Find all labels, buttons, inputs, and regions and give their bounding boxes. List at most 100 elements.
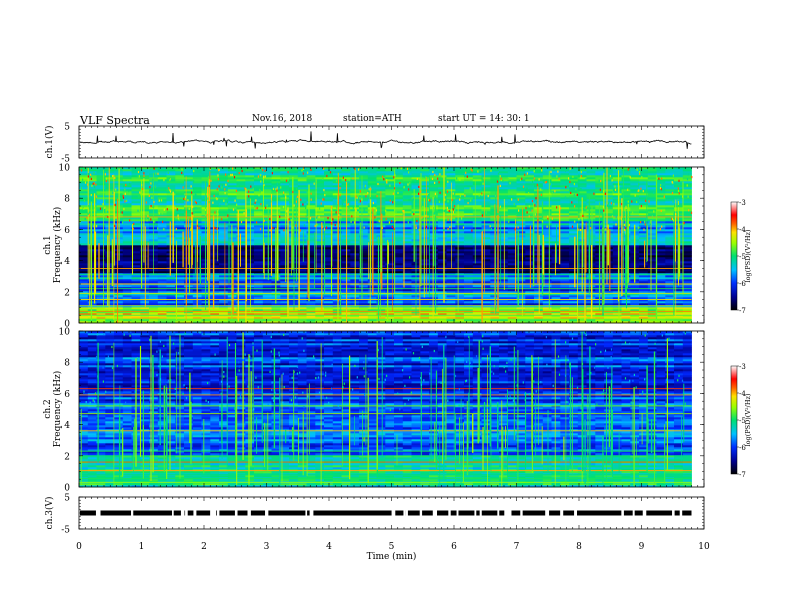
spectrogram-cell: [534, 227, 544, 230]
spectrogram-cell: [192, 187, 202, 190]
spectrogram-cell: [175, 297, 185, 300]
spectrogram-cell: [105, 219, 115, 222]
spectrogram-cell: [184, 297, 194, 300]
spectrogram-cell: [254, 317, 264, 320]
spectrogram-cell: [105, 289, 115, 292]
spectrogram-cell: [499, 287, 509, 290]
spectrogram-cell: [87, 225, 97, 228]
spectrogram-cell: [472, 271, 482, 274]
spectrogram-cell: [455, 293, 465, 296]
spectrogram-cell: [656, 301, 666, 304]
spectrogram-cell: [551, 233, 561, 236]
spectrogram-cell: [324, 255, 334, 258]
spectrogram-cell: [595, 309, 605, 312]
spectrogram-cell: [332, 243, 342, 246]
spectrogram-cell: [639, 269, 649, 272]
spectrogram-cell: [122, 279, 132, 282]
spectrogram-cell: [604, 309, 614, 312]
spectrogram-cell: [455, 251, 465, 254]
spectrogram-cell: [394, 263, 404, 266]
spectrogram-cell: [79, 301, 89, 304]
spectrogram-cell: [569, 207, 579, 210]
spectrogram-cell: [385, 241, 395, 244]
spectrogram-cell: [157, 261, 167, 264]
spectrogram-cell: [131, 243, 141, 246]
spectrogram-cell: [429, 275, 439, 278]
spectrogram-cell: [551, 251, 561, 254]
spectrogram-cell: [595, 199, 605, 202]
spectrogram-cell: [507, 273, 517, 276]
spectrogram-cell: [131, 233, 141, 236]
spectrogram-cell: [236, 287, 246, 290]
spectrogram-cell: [595, 319, 605, 322]
spectrogram-cell: [647, 315, 657, 318]
spectrogram-cell: [507, 205, 517, 208]
spectrogram-cell: [437, 261, 447, 264]
spectrogram-cell: [560, 281, 570, 284]
spectrogram-cell: [437, 223, 447, 226]
spectrogram-cell: [192, 193, 202, 196]
spectrogram-cell: [297, 287, 307, 290]
spectrogram-cell: [481, 237, 491, 240]
spectrogram-cell: [367, 199, 377, 202]
spectrogram-cell: [201, 299, 211, 302]
spectrogram-cell: [674, 319, 684, 322]
spectrogram-cell: [306, 287, 316, 290]
spectrogram-cell: [665, 315, 675, 318]
spectrogram-cell: [140, 255, 150, 258]
spectrogram-cell: [219, 239, 229, 242]
spectrogram-cell: [542, 287, 552, 290]
spectrogram-cell: [219, 209, 229, 212]
spectrogram-cell: [507, 315, 517, 318]
spectrogram-cell: [359, 229, 369, 232]
spectrogram-cell: [114, 269, 124, 272]
spectrogram-cell: [604, 321, 614, 324]
spectrogram-cell: [254, 253, 264, 256]
spectrogram-cell: [79, 317, 89, 320]
spectrogram-cell: [516, 315, 526, 318]
spectrogram-cell: [665, 269, 675, 272]
spectrogram-cell: [166, 201, 176, 204]
spectrogram-cell: [586, 221, 596, 224]
spectrogram-cell: [551, 231, 561, 234]
spectrogram-cell: [157, 243, 167, 246]
spectrogram-cell: [569, 235, 579, 238]
spectrogram-cell: [96, 221, 106, 224]
spectrogram-cell: [612, 263, 622, 266]
spectrogram-cell: [525, 245, 535, 248]
spectrogram-cell: [534, 303, 544, 306]
spectrogram-cell: [131, 205, 141, 208]
spectrogram-cell: [87, 293, 97, 296]
spectrogram-cell: [122, 245, 132, 248]
spectrogram-cell: [394, 289, 404, 292]
spectrogram-cell: [122, 275, 132, 278]
spectrogram-cell: [359, 309, 369, 312]
spectrogram-cell: [525, 271, 535, 274]
spectrogram-cell: [114, 229, 124, 232]
spectrogram-cell: [437, 285, 447, 288]
spectrogram-cell: [534, 261, 544, 264]
spectrogram-cell: [420, 239, 430, 242]
spectrogram-cell: [315, 313, 325, 316]
spectrogram-cell: [437, 203, 447, 206]
spectrogram-cell: [114, 243, 124, 246]
spectrogram-cell: [612, 207, 622, 210]
spectrogram-cell: [472, 279, 482, 282]
spectrogram-cell: [507, 299, 517, 302]
spectrogram-cell: [612, 301, 622, 304]
spectrogram-cell: [656, 213, 666, 216]
spectrogram-cell: [219, 317, 229, 320]
spectrogram-cell: [446, 307, 456, 310]
spectrogram-cell: [219, 299, 229, 302]
spectrogram-cell: [201, 269, 211, 272]
spectrogram-cell: [420, 287, 430, 290]
spectrogram-cell: [87, 235, 97, 238]
spectrogram-cell: [560, 231, 570, 234]
spectrogram-cell: [201, 241, 211, 244]
spectrogram-cell: [437, 241, 447, 244]
spectrogram-cell: [612, 249, 622, 252]
spectrogram-cell: [516, 291, 526, 294]
spectrogram-cell: [140, 265, 150, 268]
spectrogram-cell: [166, 227, 176, 230]
spectrogram-cell: [297, 259, 307, 262]
